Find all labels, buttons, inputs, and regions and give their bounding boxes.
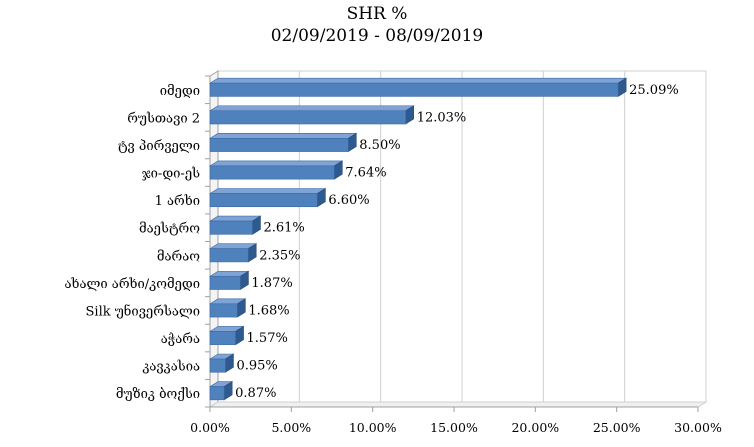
category-label: რუსთავი 2	[127, 111, 200, 126]
x-tick-label: 10.00%	[349, 420, 397, 435]
chart-subtitle: 02/09/2019 - 08/09/2019	[270, 26, 484, 46]
bar	[209, 386, 225, 401]
category-label: მარაო	[157, 249, 200, 264]
bar	[209, 220, 253, 235]
x-tick-label: 20.00%	[511, 420, 559, 435]
x-tick-label: 30.00%	[674, 420, 722, 435]
x-tick-label: 0.00%	[190, 420, 230, 435]
bar-top-face	[208, 133, 358, 139]
bar	[209, 248, 249, 263]
bar-top-face	[208, 215, 262, 222]
category-label: Silk უნივერსალი	[86, 303, 201, 319]
bar	[209, 165, 335, 180]
category-label: მუზიკ ბოქსი	[116, 387, 200, 402]
bar-top-face	[208, 77, 628, 84]
category-label: იმედი	[160, 84, 200, 99]
data-label: 1.68%	[248, 303, 289, 318]
bar	[209, 138, 349, 152]
bar	[209, 275, 241, 290]
bar-top-face	[208, 160, 344, 167]
category-label: ტვ პირველი	[118, 139, 200, 154]
category-label: აჭარა	[161, 332, 200, 347]
bar-top-face	[208, 105, 415, 112]
data-label: 12.03%	[417, 110, 467, 125]
data-label: 1.87%	[251, 276, 292, 291]
category-label: 1 არხი	[155, 194, 200, 209]
bar	[209, 82, 619, 97]
data-label: 2.61%	[263, 221, 304, 236]
category-label: ჯი-დი-ეს	[142, 167, 200, 182]
data-label: 1.57%	[247, 331, 288, 346]
data-label: 0.87%	[235, 386, 276, 401]
x-tick-label: 25.00%	[593, 420, 641, 435]
category-label: მაესტრო	[139, 222, 200, 237]
x-tick-label: 5.00%	[271, 420, 311, 435]
data-label: 8.50%	[359, 138, 400, 153]
data-label: 0.95%	[236, 359, 277, 374]
category-label: კავკასია	[142, 360, 200, 375]
x-tick-label: 15.00%	[430, 420, 478, 435]
chart-title: SHR %	[346, 4, 408, 24]
data-label: 25.09%	[629, 83, 679, 98]
data-label: 2.35%	[259, 248, 300, 263]
data-label: 6.60%	[328, 193, 369, 208]
bar	[209, 331, 236, 345]
data-label: 7.64%	[345, 166, 386, 181]
bar-top-face	[208, 188, 327, 194]
bar	[209, 193, 318, 208]
bar	[209, 303, 238, 318]
bar	[209, 358, 226, 373]
plot-floor	[208, 401, 708, 408]
bar	[209, 110, 406, 125]
category-label: ახალი არხი/კომედი	[65, 277, 200, 292]
